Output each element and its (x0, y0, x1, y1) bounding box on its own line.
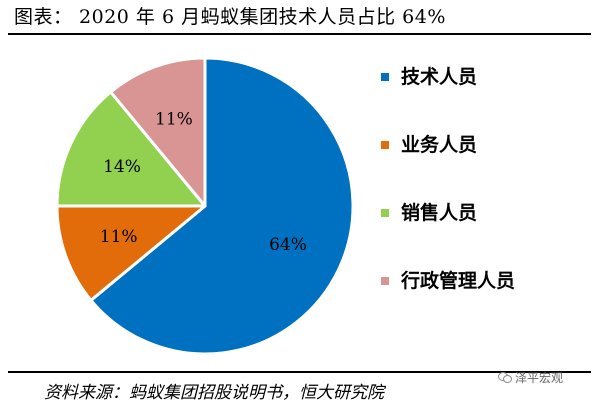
legend-label-0: 技术人员 (401, 65, 477, 88)
legend-swatch-0 (381, 73, 389, 81)
data-label-0: 64% (269, 235, 307, 255)
watermark: 泽平宏观 (498, 369, 563, 386)
watermark-text: 泽平宏观 (515, 371, 564, 385)
pie-slice-0 (89, 56, 355, 356)
legend-swatch-2 (381, 209, 389, 217)
data-label-3: 11% (155, 110, 193, 130)
pie-slice-1 (55, 204, 207, 302)
wechat-icon (498, 372, 512, 383)
data-label-1: 11% (100, 227, 138, 247)
chart-title: 图表： 2020 年 6 月蚂蚁集团技术人员占比 64% (14, 6, 446, 28)
data-label-2: 14% (103, 157, 141, 177)
pie-slice-2 (55, 90, 207, 208)
legend-swatch-3 (381, 277, 389, 285)
source-divider (8, 371, 591, 373)
pie-slice-3 (109, 56, 207, 208)
pie-data-labels: 64% 11% 14% 11% (100, 110, 307, 255)
legend-swatch-1 (381, 141, 389, 149)
legend-label-3: 行政管理人员 (400, 269, 515, 292)
legend-label-2: 销售人员 (401, 201, 477, 224)
source-note: 资料来源：蚂蚁集团招股说明书，恒大研究院 (44, 383, 384, 403)
title-divider (8, 33, 591, 35)
pie-slices (55, 56, 355, 356)
legend-label-1: 业务人员 (401, 133, 477, 156)
